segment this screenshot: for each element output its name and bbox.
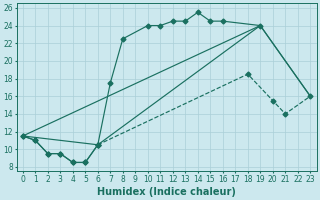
X-axis label: Humidex (Indice chaleur): Humidex (Indice chaleur)	[97, 187, 236, 197]
